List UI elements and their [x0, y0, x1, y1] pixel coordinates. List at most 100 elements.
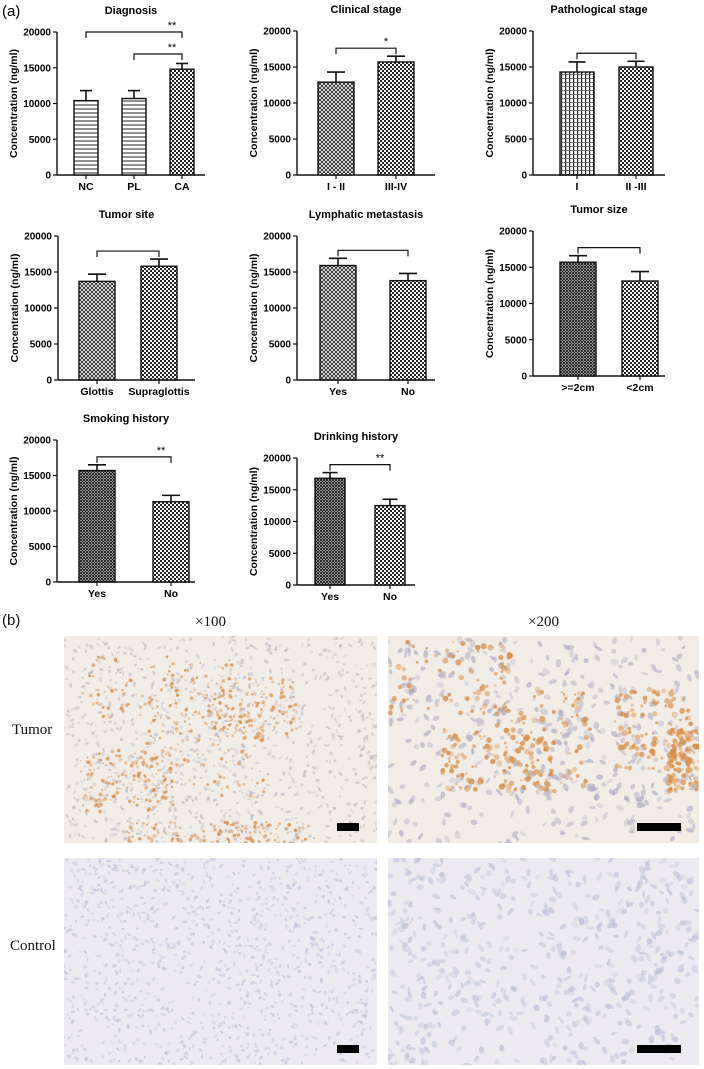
stain-dot [162, 841, 165, 843]
stain-dot [236, 829, 239, 832]
nucleus [334, 642, 338, 645]
nucleus [655, 945, 661, 952]
stain-dot [102, 657, 106, 660]
stain-dot [258, 831, 262, 834]
stain-dot [644, 732, 648, 736]
nucleus [566, 966, 572, 974]
nucleus [246, 1025, 249, 1030]
stain-dot [476, 678, 480, 682]
stain-dot [389, 704, 394, 709]
stain-dot [154, 694, 157, 697]
stain-dot [560, 691, 564, 694]
nucleus [305, 1036, 309, 1041]
stain-dot [166, 673, 169, 676]
nucleus [338, 643, 343, 648]
nucleus [207, 726, 211, 730]
nucleus [187, 663, 192, 667]
stain-dot [667, 702, 674, 709]
nucleus [300, 673, 305, 677]
nucleus [608, 858, 614, 864]
nucleus [556, 714, 562, 722]
nucleus [102, 937, 108, 942]
nucleus [225, 967, 231, 971]
nucleus [71, 734, 75, 738]
nucleus [266, 772, 270, 776]
nucleus [281, 671, 283, 675]
nucleus [354, 1042, 358, 1045]
nucleus [273, 1053, 276, 1057]
nucleus [292, 1004, 296, 1008]
stain-dot [251, 693, 254, 696]
nucleus [247, 896, 251, 901]
stain-dot [502, 768, 507, 774]
stain-dot [575, 774, 580, 778]
stain-dot [234, 826, 238, 830]
nucleus [688, 955, 695, 960]
nucleus [626, 886, 633, 892]
nucleus [328, 769, 333, 773]
nucleus [65, 665, 69, 670]
nucleus [64, 970, 67, 974]
nucleus [299, 1034, 305, 1038]
x-tick-label: III-IV [385, 181, 407, 193]
nucleus [563, 671, 570, 676]
stain-dot [237, 681, 239, 684]
stain-dot [168, 770, 172, 774]
nucleus [111, 1041, 114, 1045]
stain-dot [277, 825, 280, 828]
nucleus [492, 890, 500, 898]
nucleus [287, 964, 290, 969]
stain-dot [681, 773, 686, 778]
nucleus [139, 733, 145, 736]
stain-dot [150, 837, 154, 842]
nucleus [335, 728, 339, 734]
stain-dot [694, 766, 699, 771]
bracket-line [335, 47, 397, 55]
nucleus [270, 903, 275, 908]
stain-dot [547, 757, 553, 762]
nucleus [136, 756, 140, 760]
nucleus [96, 1002, 101, 1007]
stain-dot [479, 685, 486, 692]
stain-dot [241, 830, 244, 832]
stain-dot [280, 689, 283, 692]
chart-title: Lymphatic metastasis [309, 209, 424, 221]
nucleus [148, 741, 152, 746]
nucleus [360, 998, 363, 1002]
nucleus [407, 959, 414, 964]
nucleus [65, 928, 71, 933]
nucleus [572, 936, 582, 941]
nucleus [114, 982, 119, 985]
nucleus [297, 716, 301, 720]
nucleus [265, 1006, 269, 1010]
nucleus [472, 994, 479, 1003]
nucleus [288, 992, 293, 997]
nucleus [303, 769, 307, 775]
nucleus [98, 858, 102, 861]
nucleus [77, 644, 81, 649]
stain-dot [217, 716, 222, 720]
nucleus [247, 1042, 250, 1046]
nucleus [421, 875, 426, 882]
stain-dot [510, 727, 516, 733]
nucleus [238, 688, 243, 692]
nucleus [370, 641, 375, 646]
stain-dot [504, 706, 508, 709]
stain-dot [253, 795, 256, 798]
nucleus [106, 913, 110, 918]
stain-dot [493, 671, 498, 676]
nucleus [129, 999, 135, 1002]
stain-dot [458, 674, 464, 681]
nucleus [485, 789, 493, 796]
nucleus [313, 1053, 317, 1056]
nucleus [77, 695, 81, 699]
nucleus [626, 978, 632, 984]
nucleus [254, 762, 260, 764]
stain-dot [426, 706, 431, 711]
nucleus [399, 784, 406, 789]
nucleus [69, 897, 73, 901]
nucleus [222, 941, 227, 945]
nucleus [627, 661, 634, 666]
nucleus [159, 943, 163, 947]
nucleus [162, 966, 167, 971]
